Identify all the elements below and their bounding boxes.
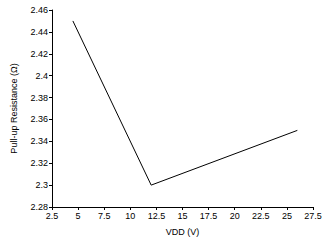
svg-text:2.36: 2.36 <box>30 114 48 124</box>
svg-text:2.28: 2.28 <box>30 202 48 212</box>
svg-text:7.5: 7.5 <box>98 211 111 221</box>
svg-text:27.5: 27.5 <box>304 211 322 221</box>
svg-text:25: 25 <box>282 211 292 221</box>
svg-text:Pull-up Resistance (Ω): Pull-up Resistance (Ω) <box>9 63 19 153</box>
svg-text:15: 15 <box>177 211 187 221</box>
svg-text:20: 20 <box>230 211 240 221</box>
svg-text:10: 10 <box>125 211 135 221</box>
svg-text:2.42: 2.42 <box>30 49 48 59</box>
svg-text:22.5: 22.5 <box>252 211 270 221</box>
svg-text:2.5: 2.5 <box>46 211 59 221</box>
svg-text:2.46: 2.46 <box>30 5 48 15</box>
svg-text:2.44: 2.44 <box>30 27 48 37</box>
svg-text:5: 5 <box>76 211 81 221</box>
svg-text:2.4: 2.4 <box>35 71 48 81</box>
svg-text:2.34: 2.34 <box>30 136 48 146</box>
svg-text:VDD (V): VDD (V) <box>166 227 200 237</box>
svg-text:2.3: 2.3 <box>35 180 48 190</box>
svg-text:12.5: 12.5 <box>148 211 166 221</box>
svg-text:2.38: 2.38 <box>30 93 48 103</box>
svg-text:17.5: 17.5 <box>200 211 218 221</box>
svg-text:2.32: 2.32 <box>30 158 48 168</box>
